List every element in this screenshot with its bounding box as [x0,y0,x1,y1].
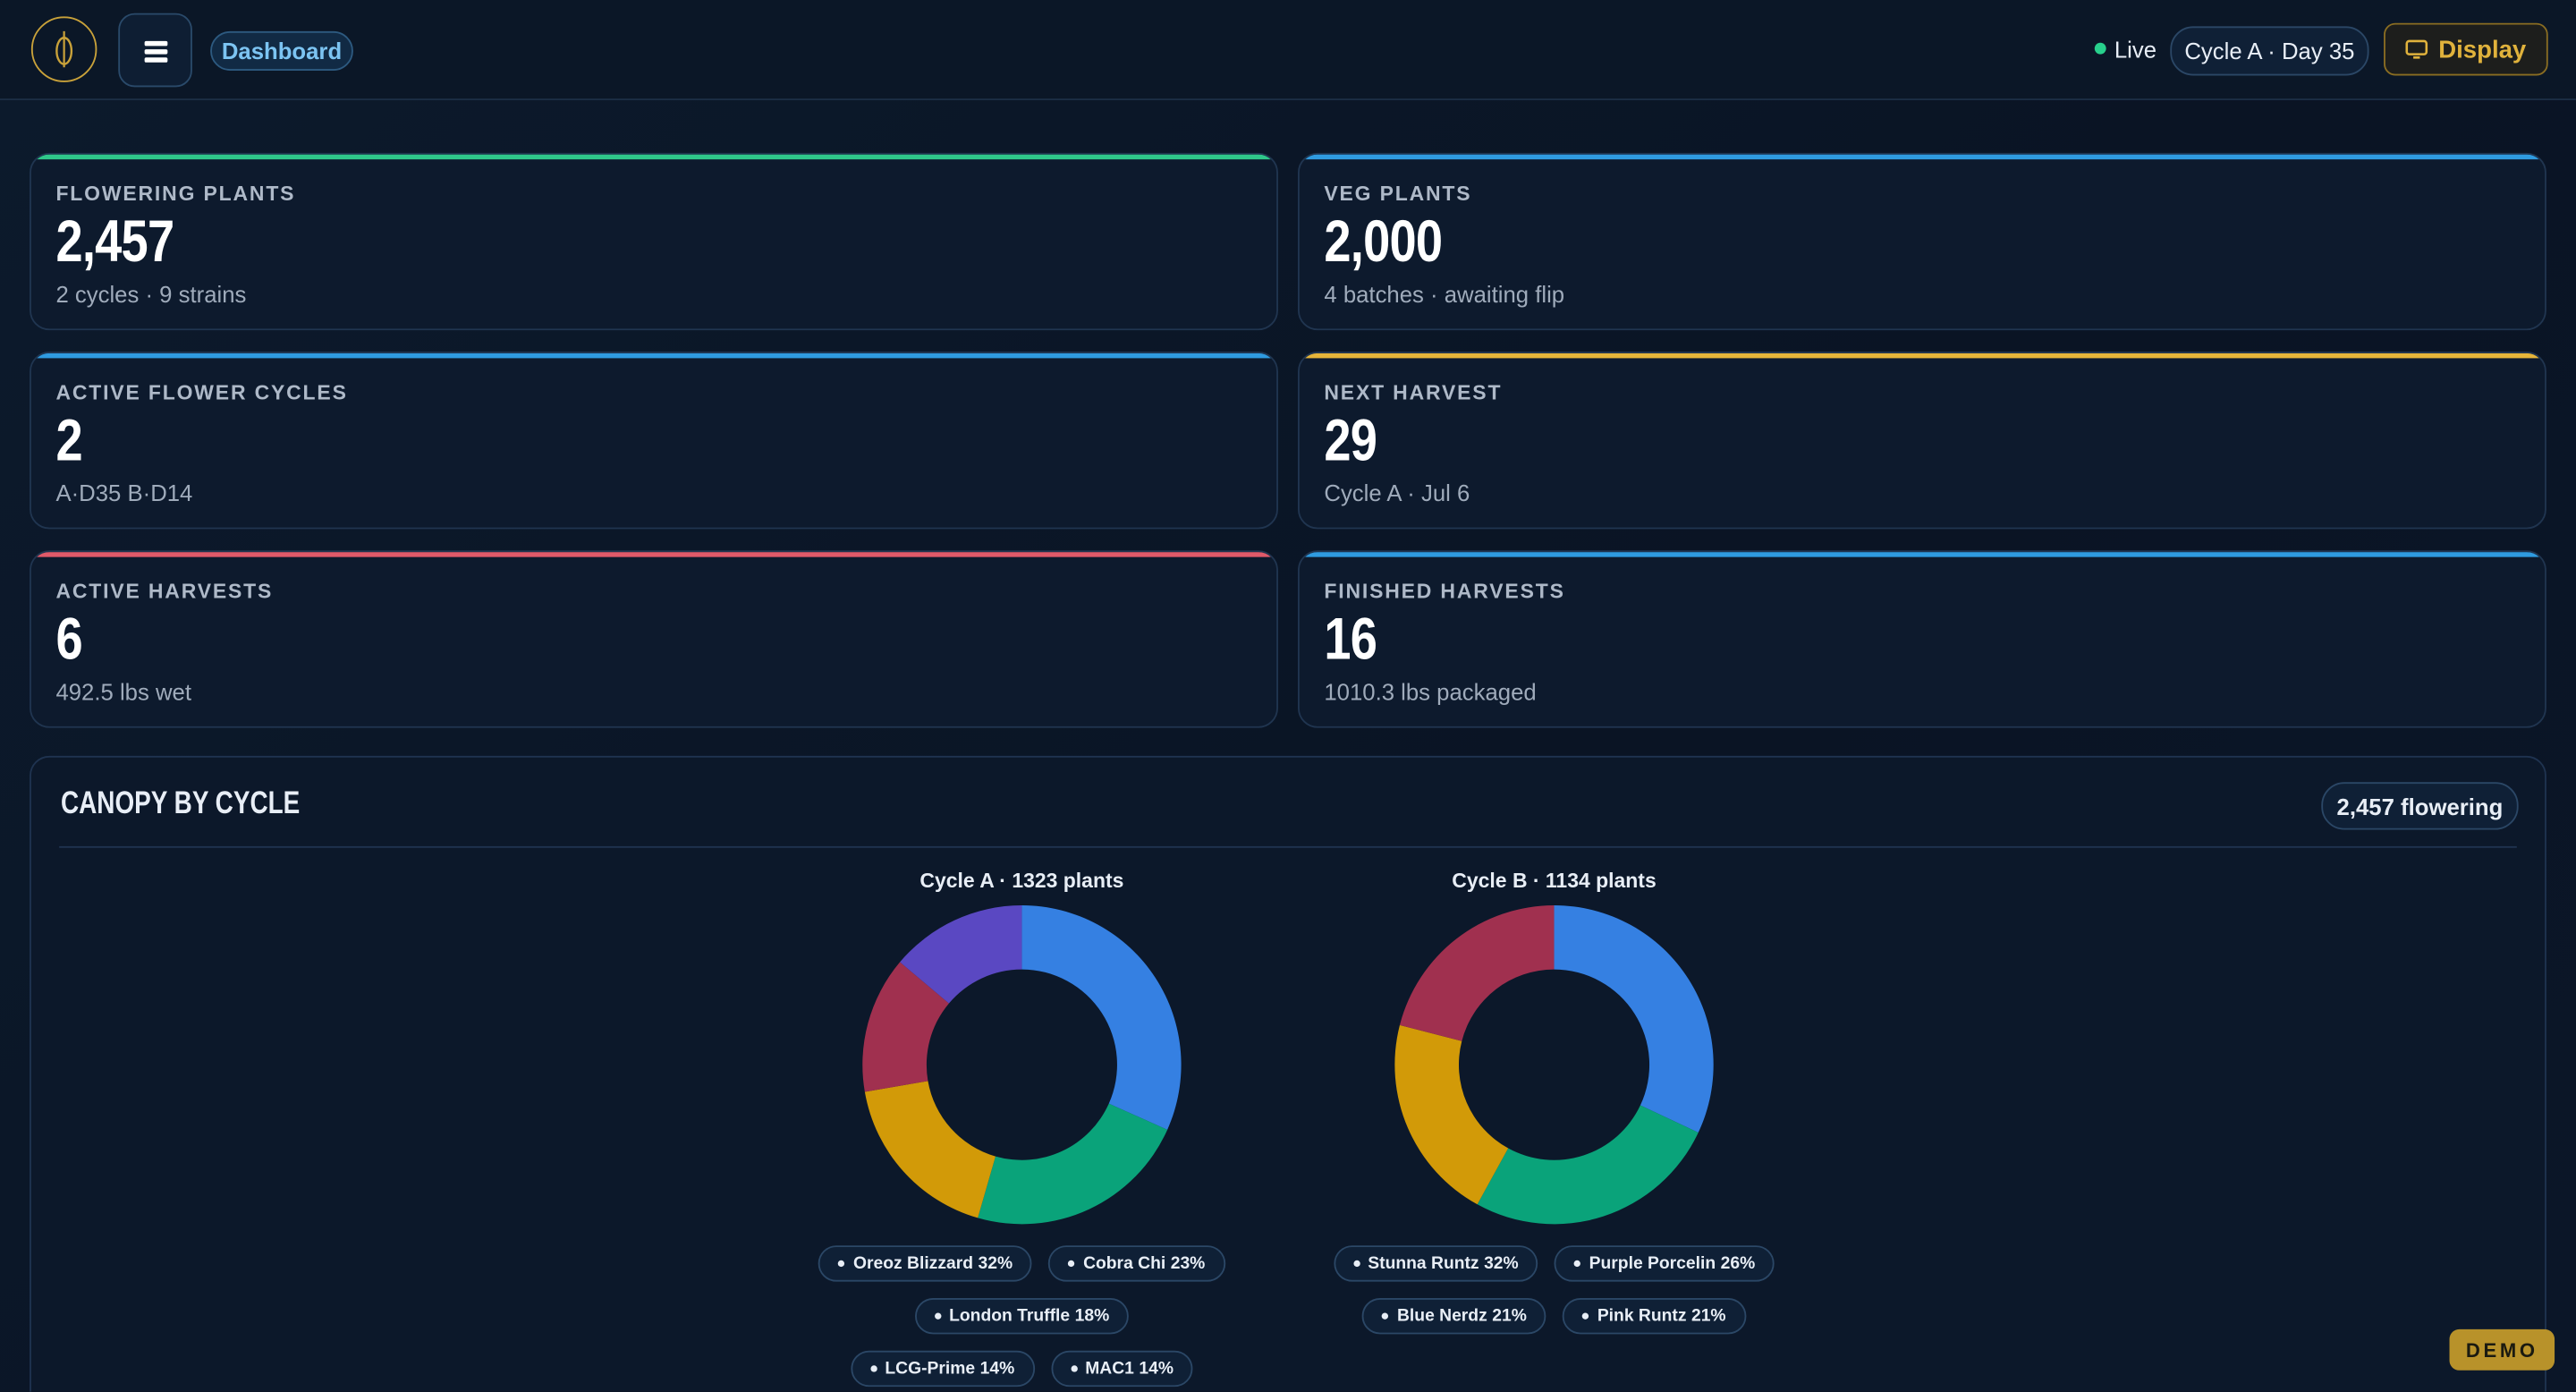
legend-value: 32% [1484,1253,1519,1274]
demo-badge: DEMO [2449,1328,2555,1371]
panel-badge: 2,457 flowering [2321,782,2519,830]
legend-chip: LCG-Prime 14% [850,1350,1035,1388]
legend-name: LCG-Prime [885,1358,976,1379]
legend-chip: Purple Porcelin 26% [1555,1245,1775,1282]
legend-chip: London Truffle 18% [914,1297,1130,1335]
display-icon [2406,39,2428,59]
card-subtitle: 492.5 lbs wet [55,678,191,705]
stat-card: ACTIVE FLOWER CYCLES 2 A·D35 B·D14 [30,352,1278,530]
donut-segment [900,905,1022,1004]
stat-card: FINISHED HARVESTS 16 1010.3 lbs packaged [1297,550,2546,728]
card-subtitle: 2 cycles · 9 strains [55,281,247,308]
legend-chip: Stunna Runtz 32% [1333,1245,1538,1282]
menu-button[interactable] [118,13,192,88]
legend-name: Oreoz Blizzard [853,1253,973,1274]
donut-segment [978,1103,1168,1225]
legend-value: 21% [1690,1306,1726,1327]
donut-segment [1021,905,1182,1130]
card-subtitle: 1010.3 lbs packaged [1324,678,1537,705]
card-accent [30,154,1277,160]
legend-value: 14% [979,1358,1015,1379]
donut-chart [862,905,1182,1225]
live-status: Live [2114,36,2157,63]
legend-name: Blue Nerdz [1396,1306,1487,1327]
card-label: FLOWERING PLANTS [55,182,296,206]
legend-name: London Truffle [949,1306,1071,1327]
divider [59,845,2517,848]
top-bar: Dashboard Live Cycle A · Day 35 Display [0,0,2576,101]
legend-value: 23% [1170,1253,1206,1274]
chart-title: Cycle A · 1323 plants [919,869,1124,893]
donut-segment [1394,1024,1509,1205]
canopy-panel: CANOPY BY CYCLE 2,457 flowering [30,755,2546,1392]
logo[interactable] [30,16,97,82]
legend: Oreoz Blizzard 32% Cobra Chi 23% London Truf… [817,1245,1227,1388]
legend-name: Purple Porcelin [1589,1253,1716,1274]
stat-card: ACTIVE HARVESTS 6 492.5 lbs wet [30,550,1278,728]
card-accent [1299,154,2546,160]
stat-card: NEXT HARVEST 29 Cycle A · Jul 6 [1297,352,2546,530]
card-label: FINISHED HARVESTS [1324,580,1565,604]
legend-chip: Blue Nerdz 21% [1362,1297,1546,1335]
panel-title: CANOPY BY CYCLE [60,786,301,822]
donut-segment [1554,905,1714,1133]
legend-value: 18% [1074,1306,1110,1327]
legend-value: 21% [1492,1306,1527,1327]
legend-chip: Oreoz Blizzard 32% [818,1245,1033,1282]
logo-icon [55,30,73,68]
legend-value: 26% [1720,1253,1756,1274]
live-dot [2094,42,2106,55]
card-subtitle: 4 batches · awaiting flip [1324,281,1565,308]
legend-chip: Pink Runtz 21% [1563,1297,1746,1335]
card-label: ACTIVE HARVESTS [55,580,274,604]
card-value: 2,000 [1324,207,1443,275]
card-value: 2,457 [55,207,174,275]
legend: Stunna Runtz 32% Purple Porcelin 26% Blue Ne… [1333,1245,1776,1335]
cycle-pill[interactable]: Cycle A · Day 35 [2170,26,2369,76]
stat-card: FLOWERING PLANTS 2,457 2 cycles · 9 strain… [30,152,1278,331]
display-button[interactable]: Display [2384,22,2548,76]
legend-value: 14% [1139,1358,1174,1379]
card-label: ACTIVE FLOWER CYCLES [55,381,348,404]
legend-value: 32% [978,1253,1013,1274]
card-accent [1299,552,2546,557]
card-value: 29 [1324,405,1377,473]
card-accent [1299,352,2546,359]
stat-card: VEG PLANTS 2,000 4 batches · awaiting flip [1297,152,2546,331]
legend-name: Cobra Chi [1083,1253,1166,1274]
display-label: Display [2438,35,2527,64]
legend-chip: MAC1 14% [1050,1350,1194,1388]
donut-segment [862,962,949,1092]
legend-chip: Cobra Chi 23% [1048,1245,1225,1282]
card-value: 6 [55,604,82,673]
legend-name: Stunna Runtz [1368,1253,1479,1274]
card-accent [30,552,1277,557]
card-value: 16 [1324,604,1377,673]
card-accent [30,352,1277,359]
legend-name: MAC1 [1085,1358,1134,1379]
donut-segment [864,1081,996,1218]
legend-name: Pink Runtz [1597,1306,1687,1327]
donut-segment [1477,1105,1699,1225]
nav-pill[interactable]: Dashboard [210,30,353,71]
card-label: NEXT HARVEST [1324,381,1503,404]
card-subtitle: Cycle A · Jul 6 [1324,480,1470,506]
chart-title: Cycle B · 1134 plants [1452,869,1657,893]
card-value: 2 [55,405,82,473]
card-subtitle: A·D35 B·D14 [55,480,193,506]
donut-segment [1399,905,1555,1041]
donut-chart [1394,905,1714,1225]
card-label: VEG PLANTS [1324,182,1472,206]
